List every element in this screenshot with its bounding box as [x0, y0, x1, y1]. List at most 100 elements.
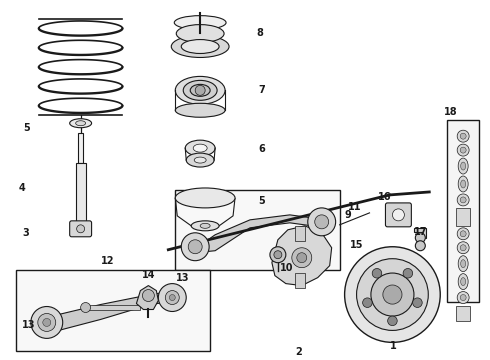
Ellipse shape: [175, 188, 235, 208]
Bar: [295, 226, 305, 241]
Circle shape: [413, 298, 422, 307]
Ellipse shape: [172, 36, 229, 58]
Polygon shape: [272, 226, 332, 285]
Text: 13: 13: [176, 273, 190, 283]
Polygon shape: [59, 293, 164, 330]
Text: 12: 12: [100, 256, 114, 266]
Polygon shape: [415, 228, 426, 238]
Circle shape: [383, 285, 402, 304]
Ellipse shape: [457, 144, 469, 156]
Text: 8: 8: [256, 28, 263, 37]
Ellipse shape: [193, 144, 207, 152]
Text: 15: 15: [349, 240, 363, 250]
Ellipse shape: [457, 228, 469, 240]
Ellipse shape: [194, 157, 206, 163]
Circle shape: [169, 294, 175, 301]
Polygon shape: [136, 285, 158, 310]
Circle shape: [392, 209, 404, 221]
Text: 5: 5: [258, 196, 265, 206]
Ellipse shape: [460, 245, 466, 251]
Text: 1: 1: [390, 341, 396, 351]
Ellipse shape: [460, 147, 466, 153]
Bar: [456, 306, 470, 321]
Ellipse shape: [70, 119, 92, 128]
Text: 2: 2: [295, 347, 301, 357]
Text: 16: 16: [377, 192, 391, 202]
Circle shape: [344, 247, 440, 342]
Text: 13: 13: [22, 320, 35, 330]
Bar: [86, 305, 141, 310]
Circle shape: [165, 291, 179, 305]
Circle shape: [388, 316, 397, 326]
Ellipse shape: [460, 231, 466, 237]
Text: 4: 4: [19, 183, 25, 193]
Polygon shape: [205, 215, 312, 252]
FancyBboxPatch shape: [70, 221, 92, 237]
Circle shape: [143, 289, 154, 302]
Ellipse shape: [175, 103, 225, 117]
Ellipse shape: [75, 121, 86, 126]
Circle shape: [38, 314, 56, 332]
Ellipse shape: [191, 221, 219, 231]
Circle shape: [357, 259, 428, 330]
Circle shape: [315, 215, 329, 229]
Circle shape: [81, 302, 91, 312]
FancyBboxPatch shape: [386, 203, 412, 227]
Ellipse shape: [461, 260, 465, 268]
Text: 3: 3: [23, 228, 29, 238]
Bar: [78, 133, 83, 163]
Bar: [16, 270, 210, 351]
Ellipse shape: [460, 197, 466, 203]
Ellipse shape: [458, 256, 468, 272]
Ellipse shape: [185, 140, 215, 156]
Circle shape: [297, 253, 307, 263]
Ellipse shape: [458, 158, 468, 174]
Ellipse shape: [183, 80, 217, 100]
Circle shape: [158, 284, 186, 311]
Circle shape: [372, 269, 382, 278]
Ellipse shape: [200, 223, 210, 228]
Bar: [447, 120, 479, 302]
Ellipse shape: [181, 40, 219, 54]
Bar: [295, 273, 305, 288]
Text: 5: 5: [23, 123, 29, 133]
Text: 18: 18: [444, 107, 458, 117]
Circle shape: [308, 208, 336, 236]
Ellipse shape: [458, 274, 468, 289]
Circle shape: [188, 240, 202, 254]
Circle shape: [403, 269, 413, 278]
Text: 9: 9: [344, 210, 351, 220]
Circle shape: [363, 298, 372, 307]
Text: 17: 17: [415, 227, 428, 237]
Text: 6: 6: [258, 144, 265, 154]
Circle shape: [274, 251, 282, 259]
Ellipse shape: [457, 242, 469, 254]
Circle shape: [43, 319, 51, 327]
Ellipse shape: [186, 153, 214, 167]
Ellipse shape: [461, 162, 465, 170]
Ellipse shape: [457, 130, 469, 142]
Circle shape: [270, 247, 286, 263]
Circle shape: [292, 248, 312, 268]
Ellipse shape: [175, 76, 225, 104]
Ellipse shape: [457, 292, 469, 303]
Ellipse shape: [460, 133, 466, 139]
Ellipse shape: [190, 84, 210, 96]
Ellipse shape: [174, 15, 226, 30]
Circle shape: [416, 241, 425, 251]
Ellipse shape: [461, 180, 465, 188]
Ellipse shape: [458, 176, 468, 192]
Ellipse shape: [457, 194, 469, 206]
Circle shape: [76, 225, 85, 233]
Text: 14: 14: [143, 270, 156, 280]
Circle shape: [31, 306, 63, 338]
Circle shape: [181, 233, 209, 261]
Text: 10: 10: [280, 263, 294, 273]
Bar: [175, 190, 340, 270]
Circle shape: [416, 233, 425, 243]
Ellipse shape: [460, 294, 466, 301]
Circle shape: [195, 85, 205, 95]
Text: 7: 7: [258, 85, 265, 95]
Bar: [456, 208, 470, 226]
Bar: [75, 163, 86, 223]
